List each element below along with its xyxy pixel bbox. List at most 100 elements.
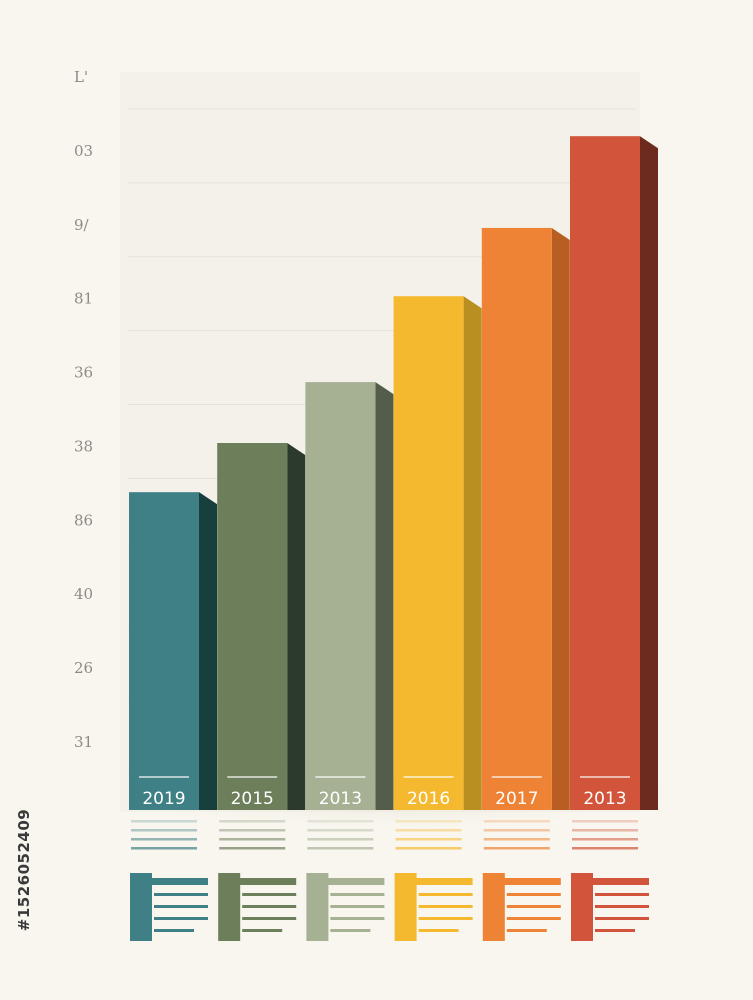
bar-side	[287, 443, 306, 810]
legend-item	[571, 873, 649, 941]
bar-value-label: 2013	[319, 789, 362, 809]
legend-line	[242, 905, 297, 908]
legend-swatch	[571, 873, 593, 941]
bar-reflection	[483, 838, 550, 841]
bar-group: 2017	[481, 227, 570, 850]
legend-line	[154, 905, 208, 908]
legend-line	[595, 917, 649, 920]
bar-group: 2013	[305, 382, 394, 850]
bar-reflection	[219, 829, 286, 832]
y-tick-label: 86	[74, 511, 93, 529]
legend-line	[236, 878, 297, 885]
bar-value-label: 2013	[583, 789, 626, 809]
y-axis-ticks: L' 03 9/81 36 38 86 40 26 31	[74, 68, 93, 751]
bar-value-label: 2016	[407, 789, 450, 809]
legend-line	[330, 905, 385, 908]
bar-side	[375, 382, 394, 810]
legend-line	[154, 917, 208, 920]
y-tick-label: 31	[74, 733, 93, 751]
legend-swatch	[306, 873, 329, 941]
legend-item	[218, 873, 297, 941]
legend-swatch	[130, 873, 152, 941]
legend-line	[242, 917, 297, 920]
legend-line	[148, 878, 208, 885]
legend-swatch	[394, 873, 417, 941]
bar-reflection	[483, 847, 550, 850]
legend-line	[330, 929, 371, 932]
legend-line	[589, 878, 649, 885]
bar-reflection	[307, 838, 374, 841]
bar-reflection	[131, 847, 197, 850]
bar	[305, 382, 376, 810]
legend-line	[242, 893, 297, 896]
legend-item	[306, 873, 385, 941]
bar-reflection	[572, 829, 638, 832]
legend-line	[418, 893, 473, 896]
bar-reflection	[395, 847, 462, 850]
y-tick-label: 40	[74, 585, 93, 603]
legend-line	[324, 878, 385, 885]
legend-line	[418, 929, 459, 932]
legend-item	[482, 873, 561, 941]
bar	[570, 136, 640, 811]
legend-line	[154, 893, 208, 896]
legend-line	[330, 893, 385, 896]
bar-reflection	[307, 829, 374, 832]
bar-reflection	[395, 820, 462, 823]
bar-group: 2015	[217, 443, 306, 850]
bar-reflection	[131, 829, 197, 832]
bar-side	[551, 227, 570, 811]
legend-line	[418, 917, 473, 920]
legend-line	[412, 878, 473, 885]
y-tick-label: 38	[74, 437, 93, 455]
bar-group: 2016	[393, 296, 482, 850]
legend-line	[506, 929, 547, 932]
y-tick-label: 9/	[74, 216, 90, 234]
legend-swatch	[482, 873, 505, 941]
bar-value-label: 2019	[142, 789, 185, 809]
bar	[217, 443, 288, 810]
bar-value-label: 2015	[231, 789, 274, 809]
bar-reflection	[219, 838, 286, 841]
legend-line	[242, 929, 283, 932]
bar	[481, 227, 552, 811]
bars: 2019 2015 2013 2016 2017 2013	[129, 136, 658, 850]
bar-reflection	[395, 838, 462, 841]
bar-reflection	[572, 838, 638, 841]
y-tick-label: 81	[74, 290, 93, 308]
bar-reflection	[307, 847, 374, 850]
bar-reflection	[307, 820, 374, 823]
bar-value-label: 2017	[495, 789, 538, 809]
legend-swatch	[218, 873, 241, 941]
legend-line	[595, 929, 635, 932]
legend-item	[394, 873, 473, 941]
legend-line	[506, 893, 561, 896]
bar-side	[199, 492, 217, 810]
bar-reflection	[483, 820, 550, 823]
legend-line	[330, 917, 385, 920]
bar-group: 2019	[129, 492, 217, 850]
stock-id-watermark: #1526052409	[4, 760, 44, 980]
bar-reflection	[395, 829, 462, 832]
legend-line	[506, 917, 561, 920]
legend-item	[130, 873, 208, 941]
bar-reflection	[572, 820, 638, 823]
bar-side	[640, 136, 658, 811]
bar	[393, 296, 464, 810]
legend-line	[595, 905, 649, 908]
legend-line	[595, 893, 649, 896]
bar-reflection	[219, 820, 286, 823]
stock-id-text: #1526052409	[15, 808, 34, 932]
y-tick-label: L'	[74, 68, 88, 86]
bar-reflection	[219, 847, 286, 850]
bar-group: 2013	[570, 136, 658, 850]
y-tick-label: 36	[74, 364, 93, 382]
legend-line	[418, 905, 473, 908]
legend	[130, 873, 649, 941]
bar-reflection	[131, 838, 197, 841]
bar-reflection	[572, 847, 638, 850]
y-tick-label: 03	[74, 142, 93, 160]
legend-line	[154, 929, 194, 932]
legend-line	[500, 878, 561, 885]
